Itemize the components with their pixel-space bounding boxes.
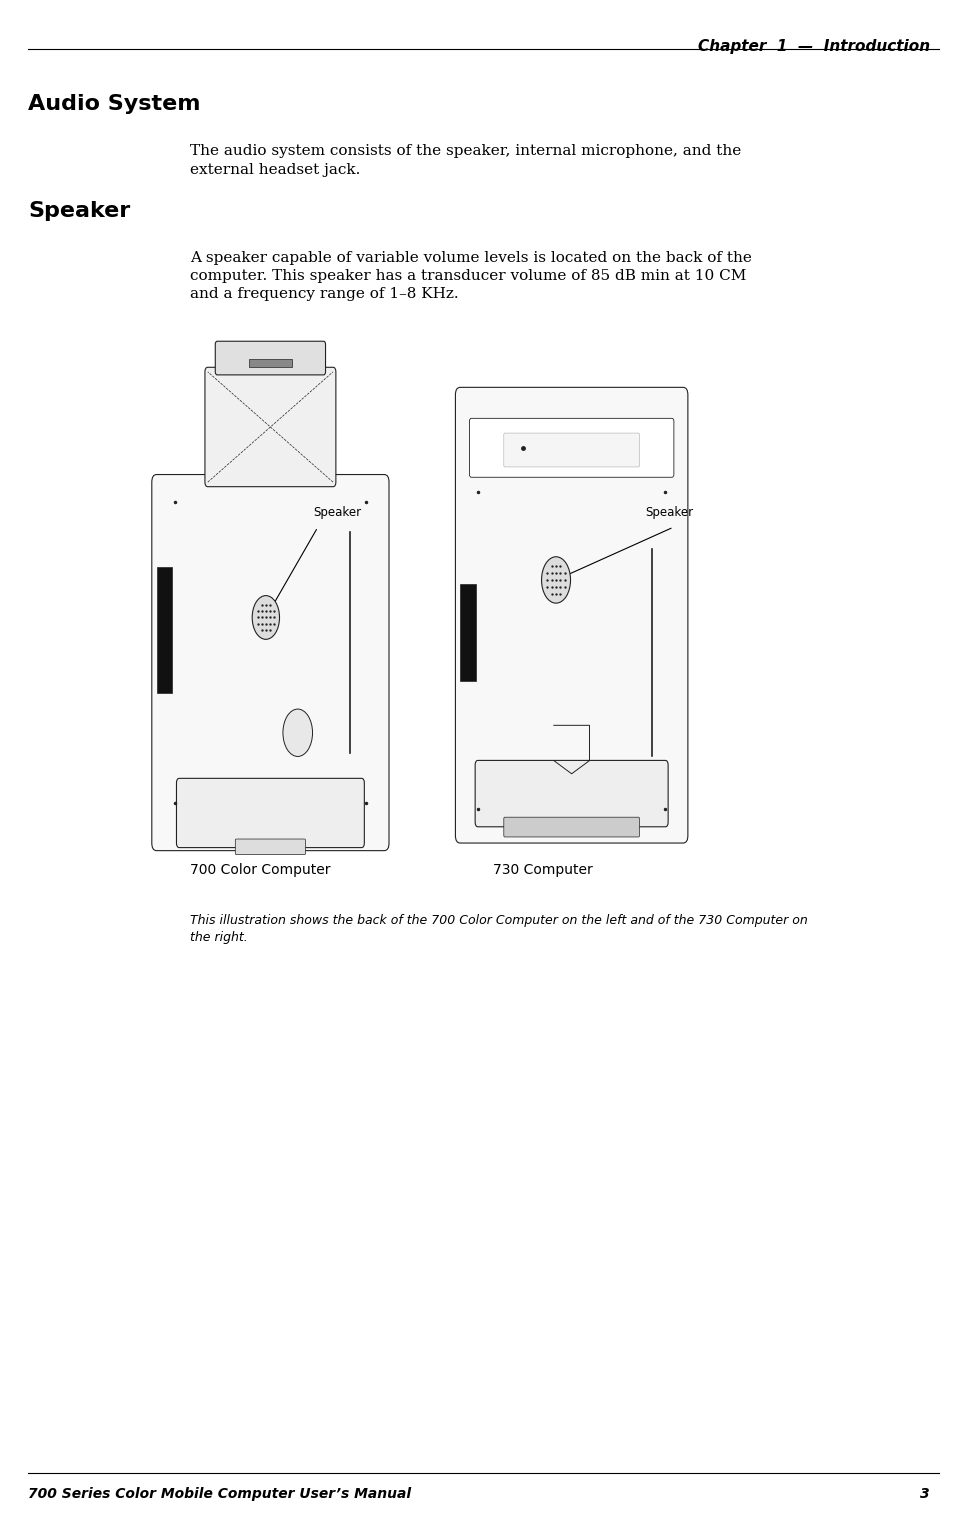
- Text: Chapter  1  —  Introduction: Chapter 1 — Introduction: [697, 39, 930, 55]
- Circle shape: [542, 557, 571, 603]
- FancyBboxPatch shape: [205, 368, 336, 486]
- FancyBboxPatch shape: [152, 474, 389, 851]
- Text: 700 Series Color Mobile Computer User’s Manual: 700 Series Color Mobile Computer User’s …: [28, 1487, 412, 1501]
- FancyBboxPatch shape: [504, 433, 639, 466]
- Text: Audio System: Audio System: [28, 94, 201, 114]
- Text: The audio system consists of the speaker, internal microphone, and the
external : The audio system consists of the speaker…: [190, 144, 741, 176]
- FancyBboxPatch shape: [235, 838, 306, 855]
- Bar: [460, 585, 476, 682]
- FancyBboxPatch shape: [469, 418, 674, 477]
- Text: A speaker capable of variable volume levels is located on the back of the
comput: A speaker capable of variable volume lev…: [190, 251, 751, 301]
- Text: This illustration shows the back of the 700 Color Computer on the left and of th: This illustration shows the back of the …: [190, 914, 807, 945]
- Text: 730 Computer: 730 Computer: [493, 863, 593, 876]
- Text: 3: 3: [921, 1487, 930, 1501]
- Bar: [249, 360, 292, 368]
- Circle shape: [283, 709, 312, 756]
- Text: Speaker: Speaker: [645, 506, 693, 519]
- Text: Speaker: Speaker: [28, 201, 131, 220]
- Circle shape: [252, 595, 279, 639]
- Text: Speaker: Speaker: [313, 506, 362, 519]
- FancyBboxPatch shape: [176, 778, 365, 848]
- FancyBboxPatch shape: [504, 817, 639, 837]
- FancyBboxPatch shape: [216, 342, 326, 375]
- Bar: [157, 568, 172, 693]
- Text: 700 Color Computer: 700 Color Computer: [190, 863, 331, 876]
- FancyBboxPatch shape: [455, 387, 688, 843]
- FancyBboxPatch shape: [475, 761, 668, 826]
